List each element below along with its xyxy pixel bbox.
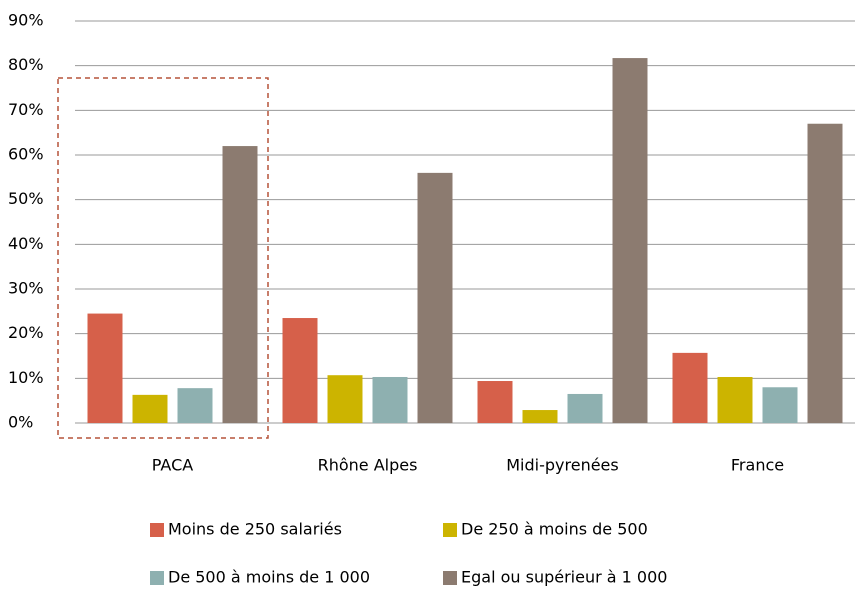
y-tick-label: 0% — [8, 413, 33, 432]
highlight-box — [57, 77, 269, 439]
legend-swatch — [443, 523, 457, 537]
legend-label: De 250 à moins de 500 — [461, 520, 648, 539]
legend-swatch — [443, 571, 457, 585]
bar — [282, 318, 318, 423]
y-tick-label: 40% — [8, 234, 44, 253]
bar — [612, 58, 648, 423]
bar — [87, 313, 123, 423]
y-tick-label: 30% — [8, 279, 44, 298]
legend-swatch — [150, 571, 164, 585]
y-tick-label: 80% — [8, 55, 44, 74]
legend-label: Egal ou supérieur à 1 000 — [461, 568, 667, 587]
legend-swatch — [150, 523, 164, 537]
y-tick-label: 50% — [8, 189, 44, 208]
bar — [177, 388, 213, 423]
bar — [522, 410, 558, 423]
bar — [222, 146, 258, 424]
bar — [327, 375, 363, 423]
x-tick-label: Rhône Alpes — [318, 456, 418, 475]
y-tick-label: 90% — [8, 11, 44, 30]
y-tick-label: 70% — [8, 100, 44, 119]
y-tick-label: 20% — [8, 323, 44, 342]
bar — [807, 123, 843, 423]
bar — [417, 172, 453, 423]
x-tick-label: France — [731, 456, 784, 475]
y-tick-label: 60% — [8, 145, 44, 164]
y-tick-label: 10% — [8, 368, 44, 387]
bar — [717, 376, 753, 423]
bar — [132, 394, 168, 423]
x-tick-label: Midi-pyrenées — [506, 456, 618, 475]
bar — [477, 381, 513, 423]
legend-label: Moins de 250 salariés — [168, 520, 342, 539]
bar — [762, 387, 798, 423]
bar — [567, 393, 603, 423]
bar — [372, 376, 408, 423]
bar — [672, 352, 708, 423]
legend-label: De 500 à moins de 1 000 — [168, 568, 370, 587]
x-tick-label: PACA — [152, 456, 193, 475]
